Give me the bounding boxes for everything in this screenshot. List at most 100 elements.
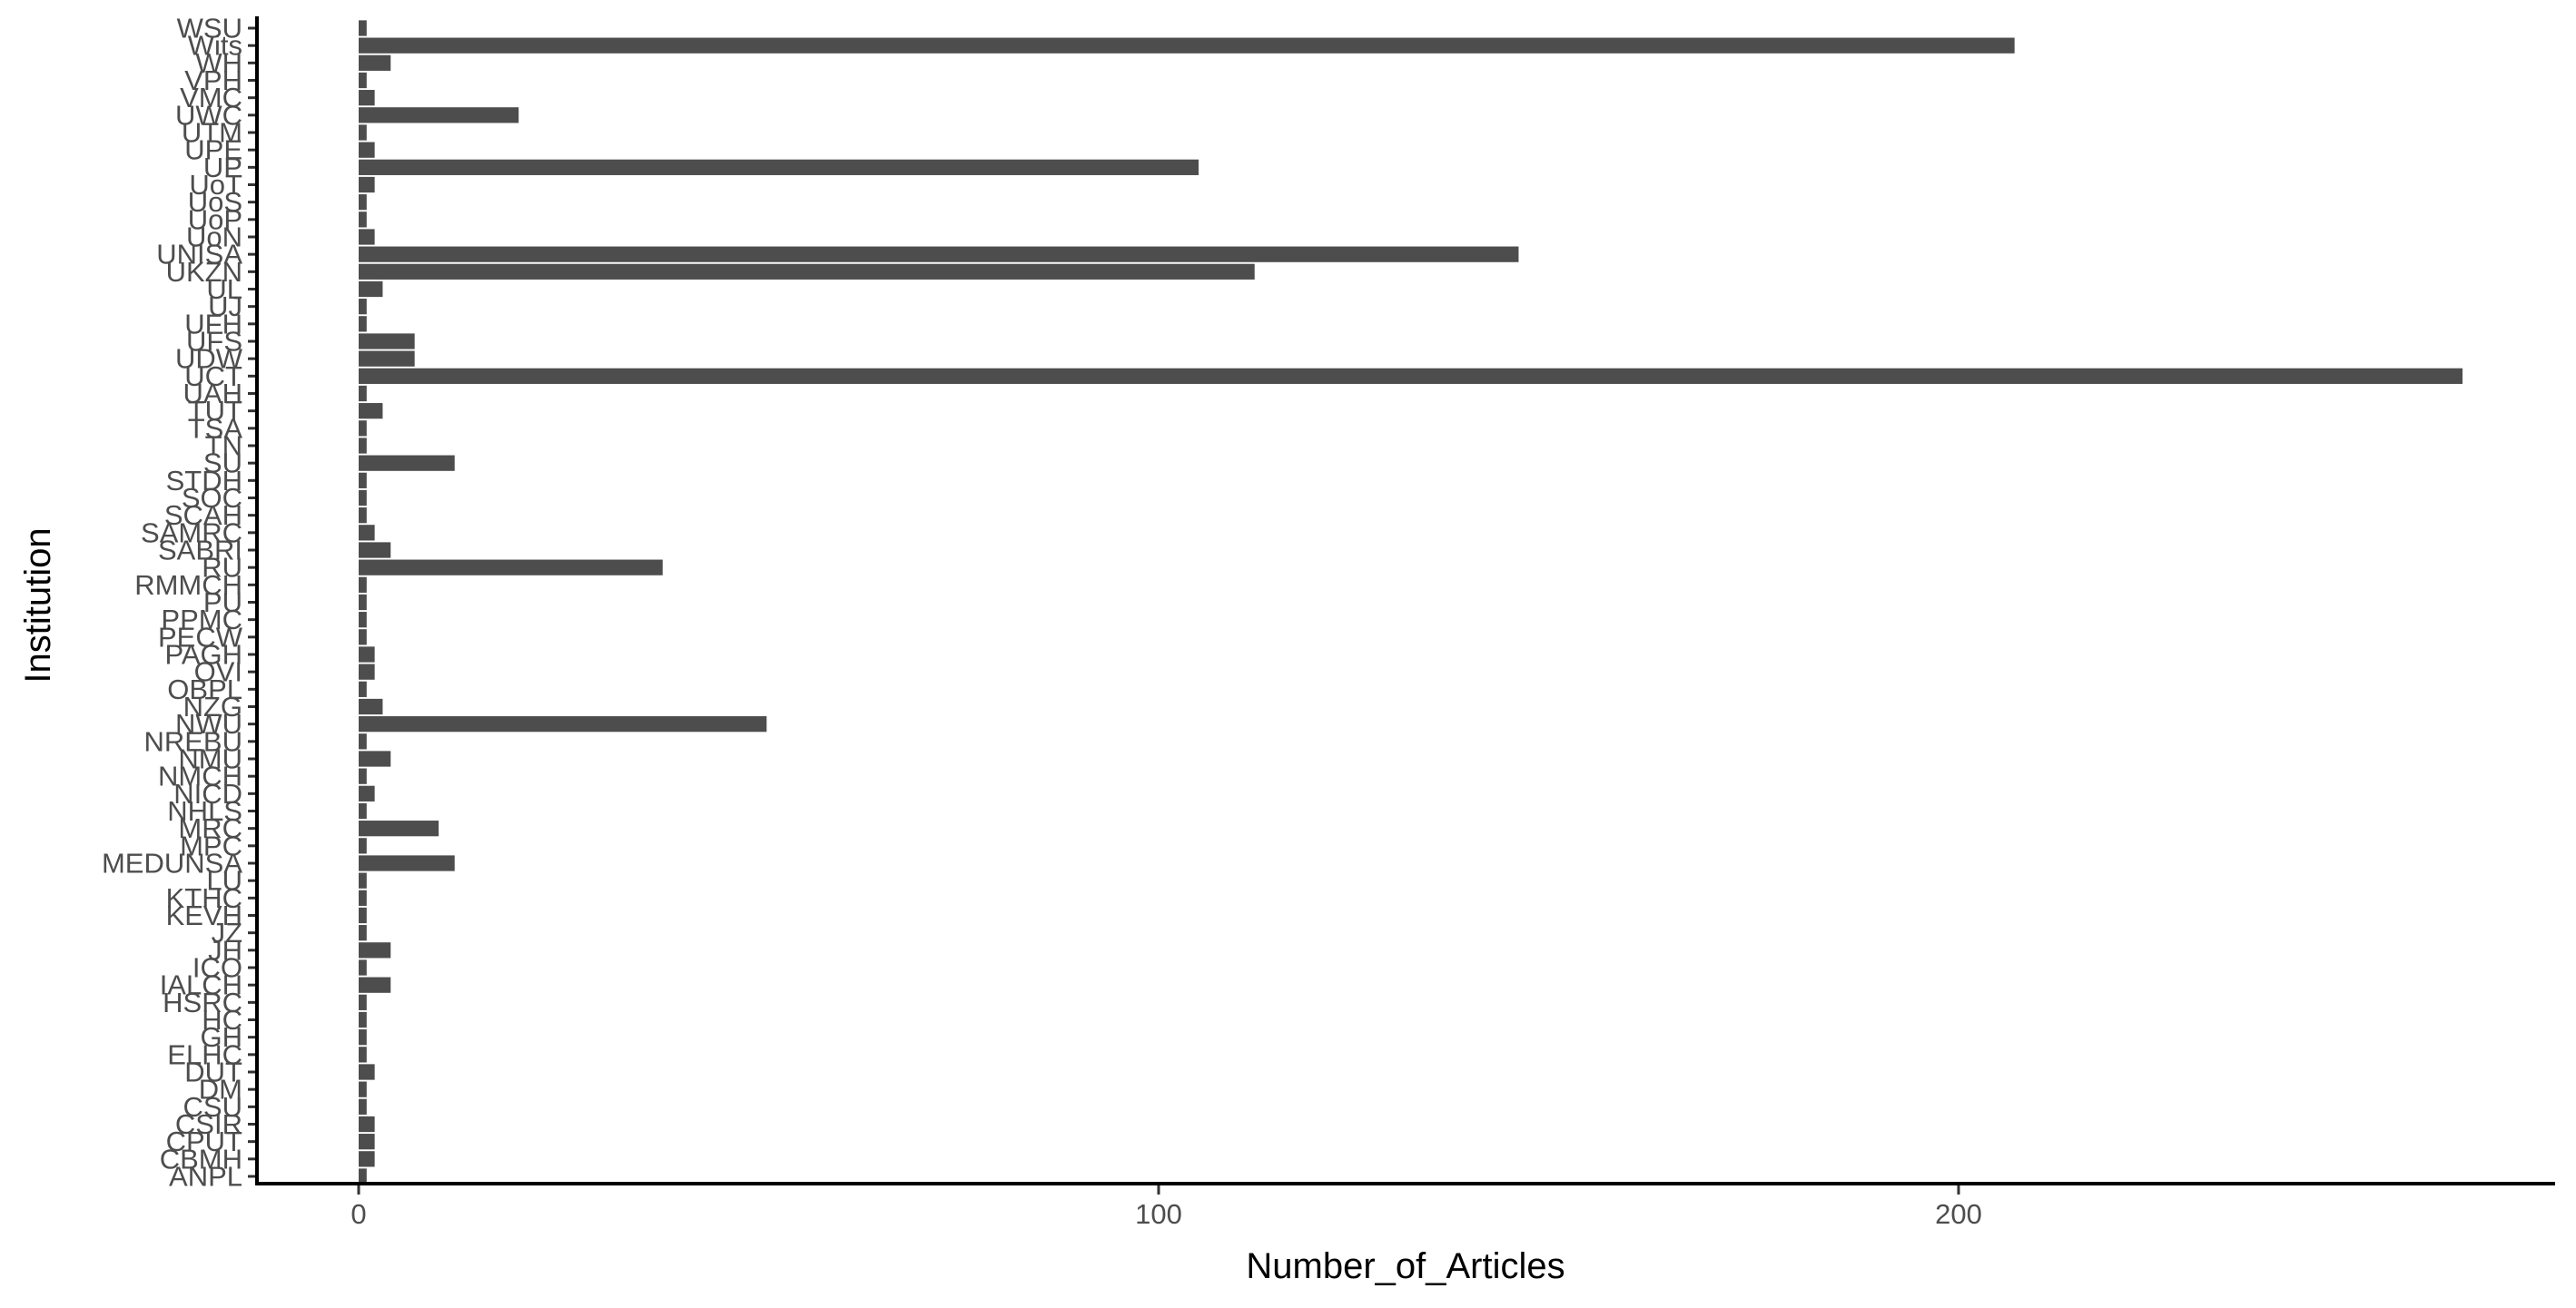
- y-tick-label: PAGH: [164, 639, 242, 671]
- bar-cbmh: [359, 1151, 375, 1167]
- bar-ru: [359, 559, 663, 575]
- bar-ufs: [359, 333, 415, 349]
- x-axis-ticks: 0 100 200: [350, 1184, 1982, 1230]
- bar-ico: [359, 959, 367, 976]
- y-tick-label: OVI: [194, 656, 242, 688]
- bar-kthc: [359, 890, 367, 906]
- x-tick-label: 100: [1135, 1198, 1182, 1230]
- y-tick-label: CBMH: [160, 1143, 242, 1175]
- bar-nmu: [359, 751, 391, 767]
- y-tick-label: NWU: [175, 708, 242, 740]
- bar-pu: [359, 594, 367, 611]
- bar-nwu: [359, 716, 767, 733]
- y-tick-label: KTHC: [166, 882, 242, 914]
- y-tick-label: ELHC: [167, 1038, 242, 1070]
- bar-uj: [359, 299, 367, 315]
- bar-hsrc: [359, 994, 367, 1010]
- bar-jh: [359, 942, 391, 959]
- y-tick-label: IALCH: [160, 969, 242, 1001]
- bar-scah: [359, 507, 367, 524]
- bar-uos: [359, 194, 367, 211]
- y-tick-label: TN: [205, 430, 242, 462]
- bar-nrebu: [359, 733, 367, 750]
- bar-dut: [359, 1064, 375, 1080]
- y-tick-label: NMCH: [158, 761, 242, 792]
- bar-anpl: [359, 1168, 367, 1185]
- y-tick-label: CPUT: [166, 1126, 242, 1157]
- bar-vmc: [359, 90, 375, 106]
- y-tick-label: UDW: [175, 343, 243, 375]
- y-tick-label: TUT: [188, 395, 242, 427]
- y-tick-label: STDH: [166, 465, 242, 497]
- x-tick-label: 200: [1935, 1198, 1982, 1230]
- y-tick-label: PECW: [158, 621, 243, 653]
- bar-lu: [359, 872, 367, 889]
- bar-jz: [359, 925, 367, 941]
- bar-wits: [359, 37, 2015, 54]
- bar-nzg: [359, 698, 383, 715]
- y-tick-label: UoS: [188, 186, 242, 218]
- y-tick-label: PU: [203, 586, 242, 618]
- y-tick-label: DM: [199, 1074, 242, 1106]
- y-axis-title: Institution: [18, 527, 58, 683]
- bar-ialch: [359, 977, 391, 993]
- y-tick-label: KEVH: [166, 900, 242, 931]
- y-tick-label: MPC: [180, 830, 242, 861]
- bar-uah: [359, 385, 367, 402]
- y-tick-label: SABRI: [158, 535, 242, 566]
- y-tick-label: OBPL: [167, 674, 242, 705]
- y-tick-label: RU: [202, 552, 242, 584]
- bar-ul: [359, 280, 383, 298]
- y-tick-label: LU: [206, 865, 242, 897]
- bar-wsu: [359, 20, 367, 36]
- bar-nhls: [359, 802, 367, 820]
- bar-csir: [359, 1116, 375, 1133]
- y-tick-label: SCAH: [164, 499, 242, 531]
- bar-obpl: [359, 681, 367, 697]
- y-tick-label: SU: [203, 447, 242, 479]
- y-tick-label: MRC: [178, 812, 242, 844]
- bar-mrc: [359, 821, 439, 837]
- x-axis-title: Number_of_Articles: [1246, 1246, 1564, 1286]
- y-tick-label: UJ: [208, 290, 242, 322]
- bar-hc: [359, 1011, 367, 1028]
- y-tick-label: UWC: [175, 99, 242, 131]
- y-tick-label: UFH: [184, 308, 242, 339]
- bar-ovi: [359, 664, 375, 680]
- y-tick-label: UL: [206, 273, 242, 305]
- y-tick-label: WSU: [177, 13, 242, 44]
- y-tick-label: HC: [202, 1004, 242, 1036]
- bar-pagh: [359, 646, 375, 663]
- bar-mpc: [359, 838, 367, 854]
- bar-vph: [359, 72, 367, 89]
- bar-unisa: [359, 246, 1519, 262]
- bar-rmmch: [359, 576, 367, 593]
- bar-uct: [359, 368, 2463, 384]
- y-tick-label: JH: [208, 934, 242, 966]
- bar-tut: [359, 403, 383, 419]
- y-tick-label: UPE: [184, 134, 242, 166]
- bar-sabri: [359, 542, 391, 558]
- y-tick-label: UKZN: [166, 256, 242, 288]
- bar-udw: [359, 350, 415, 367]
- y-tick-label: NMU: [178, 743, 242, 775]
- y-tick-label: CSIR: [175, 1108, 242, 1140]
- bar-ufh: [359, 316, 367, 332]
- bar-medunsa: [359, 855, 455, 871]
- bar-ukzn: [359, 263, 1255, 280]
- y-tick-label: UoN: [186, 221, 242, 253]
- bar-nicd: [359, 785, 375, 802]
- y-tick-label: MEDUNSA: [102, 848, 242, 880]
- y-tick-label: PPMC: [161, 604, 242, 635]
- y-tick-label: NICD: [173, 778, 242, 810]
- bar-uop: [359, 211, 367, 228]
- bar-upe: [359, 142, 375, 158]
- y-tick-label: NREBU: [143, 725, 242, 757]
- y-tick-label: UAH: [183, 378, 242, 409]
- y-tick-label: SAMRC: [141, 516, 242, 548]
- bar-cput: [359, 1134, 375, 1150]
- y-tick-label: UP: [203, 152, 242, 183]
- y-tick-label: SOC: [182, 482, 242, 514]
- bars-group: [359, 20, 2463, 1185]
- bar-tsa: [359, 420, 367, 437]
